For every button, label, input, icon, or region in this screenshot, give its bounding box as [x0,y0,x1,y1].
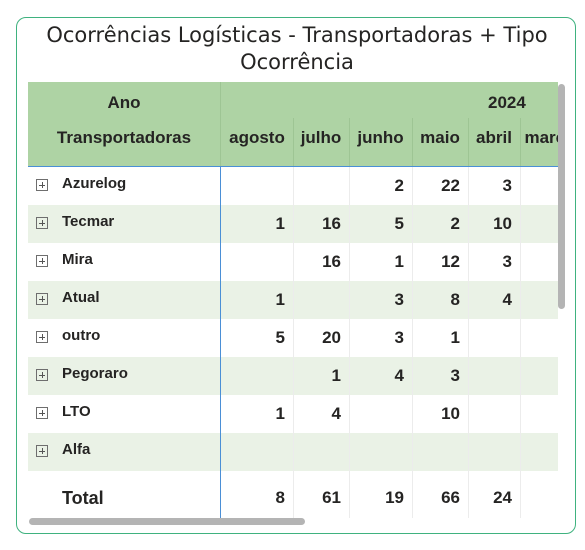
header-month-1[interactable]: julho [300,128,342,147]
table-cell: 1 [275,214,285,233]
table-cell: 2 [450,214,460,233]
table-cell: 3 [502,176,512,195]
table-cell: 10 [441,404,460,423]
row-label: LTO [62,403,91,420]
table-cell: 16 [322,252,341,271]
table-cell: 5 [394,214,404,233]
expand-icon[interactable] [36,293,48,305]
table-cell: 1 [331,366,341,385]
header-transportadoras-label[interactable]: Transportadoras [56,128,192,147]
expand-icon[interactable] [36,407,48,419]
total-cell: 66 [441,488,460,507]
table-row: LTO 1 4 10 [28,395,558,433]
expand-icon[interactable] [36,369,48,381]
table-cell: 3 [502,252,512,271]
title-line-2: Ocorrência [240,50,354,74]
total-label: Total [62,488,104,508]
table-cell: 1 [450,328,460,347]
column-header: Ano Transportadoras 2024 agosto julho junh… [28,82,558,166]
matrix-visual: Ocorrências Logísticas - Transportadoras… [16,17,576,534]
header-month-2[interactable]: junho [357,128,404,147]
expand-icon[interactable] [36,179,48,191]
title-line-1: Ocorrências Logísticas - Transportadoras… [46,23,548,47]
visual-title: Ocorrências Logísticas - Transportadoras… [17,22,575,76]
matrix-grid: Ano Transportadoras 2024 agosto julho junh… [28,82,558,518]
header-month-3[interactable]: maio [420,128,460,147]
horizontal-scrollbar[interactable] [29,518,305,525]
table-cell: 4 [502,290,512,309]
total-cell: 8 [275,488,285,507]
table-cell: 20 [322,328,341,347]
table-cell: 1 [394,252,404,271]
header-month-0[interactable]: agosto [229,128,285,147]
table-cell: 4 [331,404,341,423]
total-cell: 24 [493,488,512,507]
table-cell: 12 [441,252,460,271]
expand-icon[interactable] [36,445,48,457]
table-cell: 3 [394,328,404,347]
row-label: Azurelog [62,175,127,192]
table-row: outro 5 20 3 1 [28,319,558,357]
expand-icon[interactable] [36,255,48,267]
table-cell: 1 [275,404,285,423]
table-cell: 5 [275,328,285,347]
table-cell: 3 [394,290,404,309]
row-label: Alfa [62,441,91,458]
row-label: Mira [62,251,93,268]
table-cell: 8 [450,290,460,309]
total-cell: 61 [322,488,341,507]
header-month-5[interactable]: março [524,128,558,147]
table-cell: 22 [441,176,460,195]
table-cell: 4 [394,366,404,385]
row-label: outro [62,327,101,344]
row-label: Atual [62,289,100,306]
expand-icon[interactable] [36,331,48,343]
table-cell: 16 [322,214,341,233]
row-label: Pegoraro [62,365,128,382]
total-row: Total 8 61 19 66 24 [28,478,558,518]
vertical-scrollbar[interactable] [558,84,565,309]
table-cell: 10 [493,214,512,233]
total-cell: 19 [385,488,404,507]
table-cell: 3 [450,366,460,385]
row-label: Tecmar [62,213,115,230]
table-cell: 1 [275,290,285,309]
table-row: Azurelog 2 22 3 [28,167,558,205]
header-month-4[interactable]: abril [476,128,512,147]
header-year[interactable]: 2024 [488,93,526,112]
table-row: Mira 16 1 12 3 [28,243,558,281]
table-cell: 2 [394,176,404,195]
expand-icon[interactable] [36,217,48,229]
header-ano-label: Ano [107,93,141,112]
